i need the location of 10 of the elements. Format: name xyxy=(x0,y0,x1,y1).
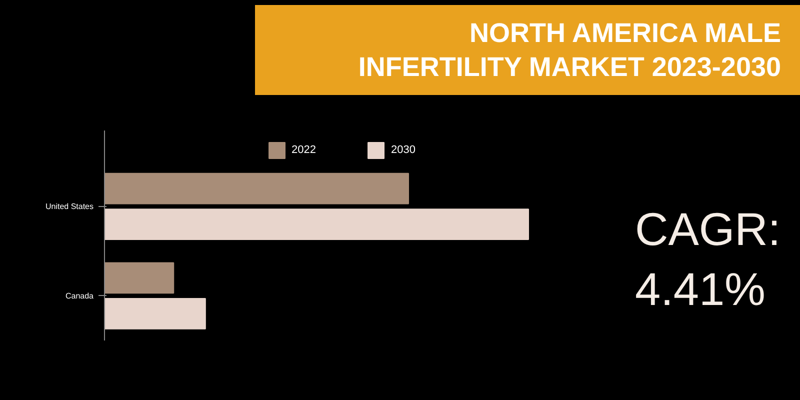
legend-label: 2030 xyxy=(391,144,416,156)
bar xyxy=(104,208,529,240)
bar xyxy=(104,172,410,204)
bar xyxy=(104,298,206,330)
y-tick-label: Canada xyxy=(65,291,94,300)
y-tick-label: United States xyxy=(45,202,94,211)
bar xyxy=(104,262,174,294)
chart-title: NORTH AMERICA MALE INFERTILITY MARKET 2023-2030 xyxy=(357,17,781,84)
legend-label: 2022 xyxy=(292,144,316,156)
text: CAGR: 4.41% xyxy=(635,202,782,317)
